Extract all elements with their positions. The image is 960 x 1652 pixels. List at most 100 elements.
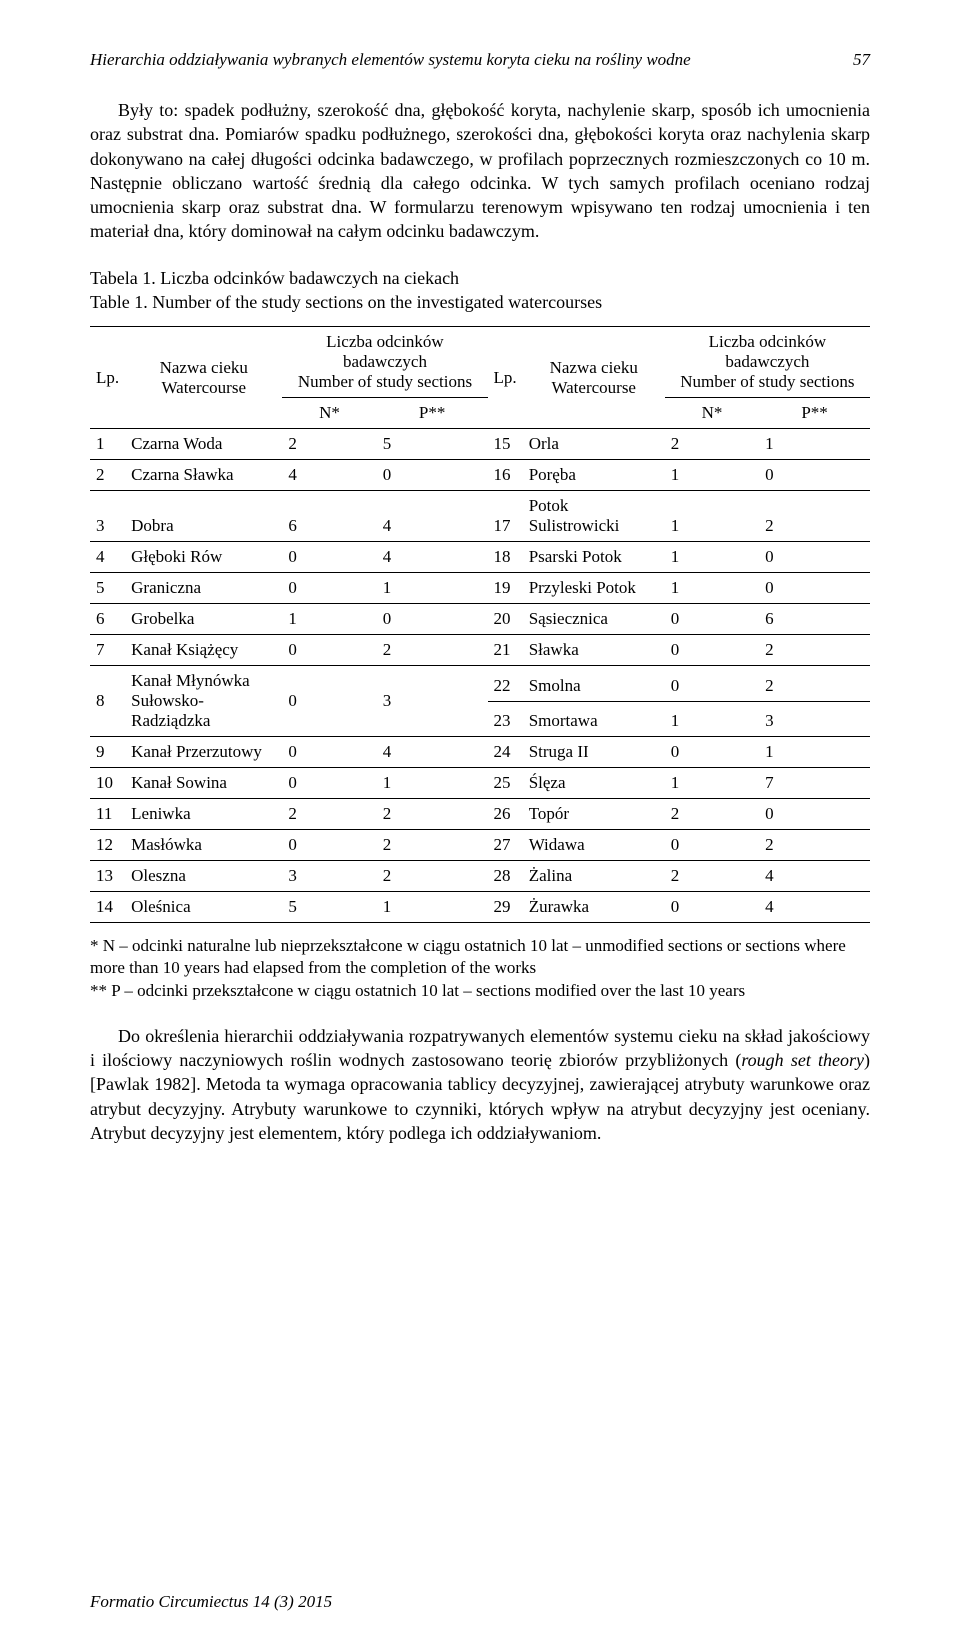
footnote-line1: * N – odcinki naturalne lub nieprzekszta… [90, 936, 846, 977]
table-cell: 1 [665, 768, 759, 799]
table-cell: Graniczna [125, 573, 282, 604]
table-cell: 2 [759, 666, 870, 702]
table-cell: 23 [488, 701, 523, 737]
table-footnote: * N – odcinki naturalne lub nieprzekszta… [90, 935, 870, 1001]
table-cell: 27 [488, 830, 523, 861]
table-cell: 5 [377, 429, 488, 460]
col-count-left: Liczba odcinków badawczych Number of stu… [282, 327, 487, 398]
table-cell: 2 [377, 830, 488, 861]
table-cell: Struga II [523, 737, 665, 768]
table-cell: Topór [523, 799, 665, 830]
table-cell: 0 [377, 604, 488, 635]
table-row: 8Kanał MłynówkaSułowsko-Radziądzka0322Sm… [90, 666, 870, 702]
table-cell: Potok Sulistrowicki [523, 491, 665, 542]
table-cell: 6 [759, 604, 870, 635]
table-cell: 13 [90, 861, 125, 892]
table-cell: Poręba [523, 460, 665, 491]
table-cell: 2 [665, 429, 759, 460]
table-row: 1Czarna Woda2515Orla21 [90, 429, 870, 460]
table-row: 14Oleśnica5129Żurawka04 [90, 892, 870, 923]
table-cell: 4 [759, 892, 870, 923]
table-cell: 0 [665, 737, 759, 768]
table-cell: 2 [377, 799, 488, 830]
table-row: 11Leniwka2226Topór20 [90, 799, 870, 830]
table-caption-en: Table 1. Number of the study sections on… [90, 292, 602, 312]
table-cell: 1 [377, 768, 488, 799]
table-cell: 3 [377, 666, 488, 737]
table-cell: 2 [665, 799, 759, 830]
table-cell: 0 [759, 573, 870, 604]
table-cell: Głęboki Rów [125, 542, 282, 573]
table-cell: Sławka [523, 635, 665, 666]
paragraph-1: Były to: spadek podłużny, szerokość dna,… [90, 98, 870, 244]
table-cell: Kanał Sowina [125, 768, 282, 799]
table-cell: 3 [282, 861, 376, 892]
table-row: 7Kanał Książęcy0221Sławka02 [90, 635, 870, 666]
table-cell: 0 [665, 830, 759, 861]
table-cell: 4 [377, 737, 488, 768]
col-p-right: P** [759, 398, 870, 429]
paragraph-2: Do określenia hierarchii oddziaływania r… [90, 1024, 870, 1145]
table-cell: 22 [488, 666, 523, 702]
running-title: Hierarchia oddziaływania wybranych eleme… [90, 50, 691, 70]
table-cell: 10 [90, 768, 125, 799]
table-cell: 16 [488, 460, 523, 491]
table-cell: 3 [759, 701, 870, 737]
table-cell: 15 [488, 429, 523, 460]
table-cell: 2 [377, 861, 488, 892]
table-cell: Czarna Woda [125, 429, 282, 460]
table-cell: 2 [282, 799, 376, 830]
col-name: Nazwa cieku Watercourse [125, 327, 282, 429]
table-cell: Oleszna [125, 861, 282, 892]
table-cell: Orla [523, 429, 665, 460]
table-cell: 0 [665, 666, 759, 702]
table-cell: Czarna Sławka [125, 460, 282, 491]
table-cell: 5 [282, 892, 376, 923]
table-cell: 0 [282, 542, 376, 573]
table-cell: 0 [282, 573, 376, 604]
table-cell: 0 [282, 635, 376, 666]
table-cell: 0 [282, 666, 376, 737]
table-cell: 28 [488, 861, 523, 892]
table-cell: 0 [665, 604, 759, 635]
table-cell: Smolna [523, 666, 665, 702]
table-cell: 2 [377, 635, 488, 666]
table-caption-pl: Tabela 1. Liczba odcinków badawczych na … [90, 268, 459, 288]
table-row: 6Grobelka1020Sąsiecznica06 [90, 604, 870, 635]
table-cell: 24 [488, 737, 523, 768]
table-cell: Przyleski Potok [523, 573, 665, 604]
table-cell: 0 [759, 799, 870, 830]
table-cell: Kanał MłynówkaSułowsko-Radziądzka [125, 666, 282, 737]
table-cell: Sąsiecznica [523, 604, 665, 635]
table-cell: 0 [377, 460, 488, 491]
table-cell: 6 [282, 491, 376, 542]
table-row: 12Masłówka0227Widawa02 [90, 830, 870, 861]
table-cell: 0 [759, 542, 870, 573]
table-cell: 1 [90, 429, 125, 460]
table-cell: 2 [759, 830, 870, 861]
col-lp: Lp. [90, 327, 125, 429]
table-cell: 0 [282, 830, 376, 861]
table-cell: 0 [759, 460, 870, 491]
table-cell: 1 [377, 573, 488, 604]
table-cell: Leniwka [125, 799, 282, 830]
table-cell: 11 [90, 799, 125, 830]
table-cell: Psarski Potok [523, 542, 665, 573]
sections-table: Lp. Nazwa cieku Watercourse Liczba odcin… [90, 326, 870, 923]
table-cell: Kanał Przerzutowy [125, 737, 282, 768]
col-n-right: N* [665, 398, 759, 429]
running-header: Hierarchia oddziaływania wybranych eleme… [90, 50, 870, 70]
table-cell: 14 [90, 892, 125, 923]
table-row: 5Graniczna0119Przyleski Potok10 [90, 573, 870, 604]
page-number: 57 [853, 50, 870, 70]
table-cell: 8 [90, 666, 125, 737]
table-cell: 4 [90, 542, 125, 573]
table-cell: 0 [282, 737, 376, 768]
table-cell: 4 [377, 542, 488, 573]
table-cell: Żalina [523, 861, 665, 892]
table-cell: 21 [488, 635, 523, 666]
col-name2: Nazwa cieku Watercourse [523, 327, 665, 429]
table-cell: 0 [282, 768, 376, 799]
table-caption: Tabela 1. Liczba odcinków badawczych na … [90, 266, 870, 315]
table-cell: Grobelka [125, 604, 282, 635]
